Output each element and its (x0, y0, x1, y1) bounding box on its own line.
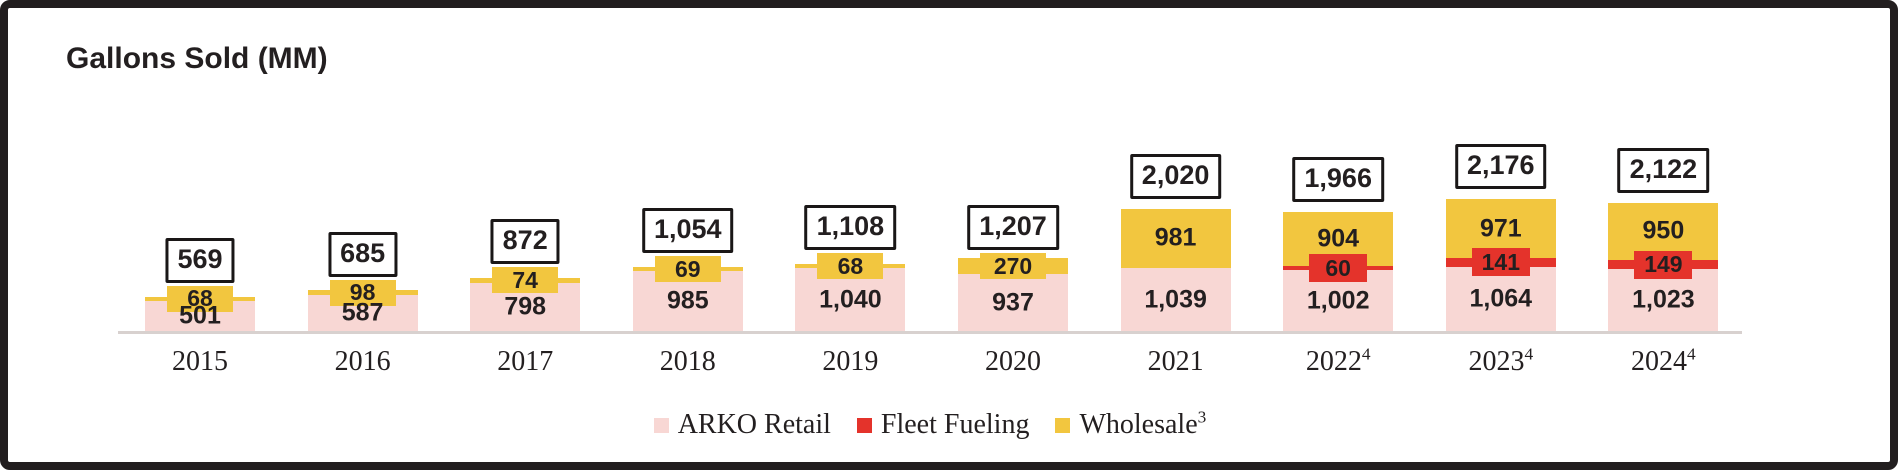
wholesale-segment (1608, 202, 1719, 261)
wholesale-value-chip: 270 (980, 253, 1046, 280)
total-value-label: 569 (165, 237, 235, 283)
x-axis-label-2024: 20244 (1631, 344, 1696, 377)
wholesale-value-chip: 74 (492, 267, 559, 294)
footnote-marker: 4 (1361, 344, 1371, 364)
retail-value-label: 587 (341, 298, 384, 327)
legend-label: Fleet Fueling (880, 409, 1030, 440)
footnote-marker: 3 (1197, 407, 1207, 427)
total-value-label: 1,054 (642, 208, 734, 254)
legend-item-arko-retail: ARKO Retail (653, 409, 831, 441)
total-value-label: 872 (490, 219, 560, 265)
retail-segment (1608, 269, 1719, 331)
retail-value-label: 1,064 (1469, 284, 1533, 313)
legend-item-wholesale: Wholesale3 (1055, 407, 1207, 441)
retail-value-label: 1,040 (819, 285, 882, 314)
wholesale-value-chip: 68 (167, 285, 233, 312)
footnote-marker: 4 (1687, 344, 1696, 364)
total-value-label: 2,122 (1617, 147, 1710, 193)
legend-item-fleet-fueling: Fleet Fueling (856, 409, 1030, 441)
total-value-label: 1,108 (804, 205, 897, 251)
retail-value-label: 1,023 (1632, 285, 1695, 314)
legend-label: ARKO Retail (677, 409, 831, 440)
x-axis-label-2017: 2017 (497, 346, 554, 377)
retail-value-label: 798 (504, 292, 547, 321)
x-axis-line (118, 331, 1742, 334)
wholesale-value-chip: 98 (329, 279, 396, 306)
wholesale-value-label: 981 (1154, 223, 1197, 252)
retail-value-label: 937 (992, 288, 1034, 317)
legend-label: Wholesale3 (1079, 407, 1207, 440)
retail-value-label: 985 (666, 286, 709, 315)
retail-value-label: 501 (179, 301, 221, 330)
arko-retail-swatch (653, 417, 669, 433)
retail-segment (958, 274, 1068, 331)
wholesale-swatch (1055, 417, 1071, 433)
wholesale-segment (1445, 199, 1556, 259)
wholesale-value-label: 950 (1642, 216, 1685, 245)
x-axis-label-2020: 2020 (985, 346, 1041, 377)
wholesale-value-label: 904 (1317, 224, 1360, 253)
total-value-label: 2,176 (1455, 144, 1547, 190)
fleet-fueling-swatch (856, 417, 872, 433)
total-value-label: 685 (328, 231, 398, 277)
retail-value-label: 1,002 (1306, 286, 1370, 315)
wholesale-segment (1120, 208, 1231, 269)
fleet-value-chip: 141 (1471, 248, 1530, 277)
stacked-bar-chart: 501 68 569 2015 587 98 685 2016 798 74 872 2017 985 6… (8, 8, 1890, 462)
retail-segment (1120, 268, 1231, 331)
wholesale-value-chip: 69 (654, 256, 721, 283)
retail-segment (1445, 266, 1556, 331)
x-axis-label-2022: 20224 (1305, 344, 1371, 377)
total-value-label: 1,207 (967, 205, 1059, 251)
wholesale-value-label: 971 (1479, 214, 1522, 243)
footnote-marker: 4 (1524, 344, 1534, 364)
x-axis-label-2019: 2019 (822, 346, 879, 377)
x-axis-label-2016: 2016 (334, 346, 391, 377)
total-value-label: 2,020 (1129, 153, 1222, 199)
fleet-value-chip: 149 (1634, 250, 1693, 279)
chart-title: Gallons Sold (MM) (66, 42, 328, 75)
x-axis-label-2021: 2021 (1147, 346, 1204, 377)
total-value-label: 1,966 (1292, 156, 1384, 202)
x-axis-label-2018: 2018 (659, 346, 716, 377)
x-axis-label-2015: 2015 (172, 346, 228, 377)
fleet-value-chip: 60 (1309, 254, 1368, 283)
wholesale-value-chip: 68 (817, 253, 884, 280)
retail-value-label: 1,039 (1144, 285, 1207, 314)
x-axis-label-2023: 20234 (1468, 344, 1534, 377)
chart-legend: ARKO Retail Fleet Fueling Wholesale3 (118, 407, 1742, 441)
